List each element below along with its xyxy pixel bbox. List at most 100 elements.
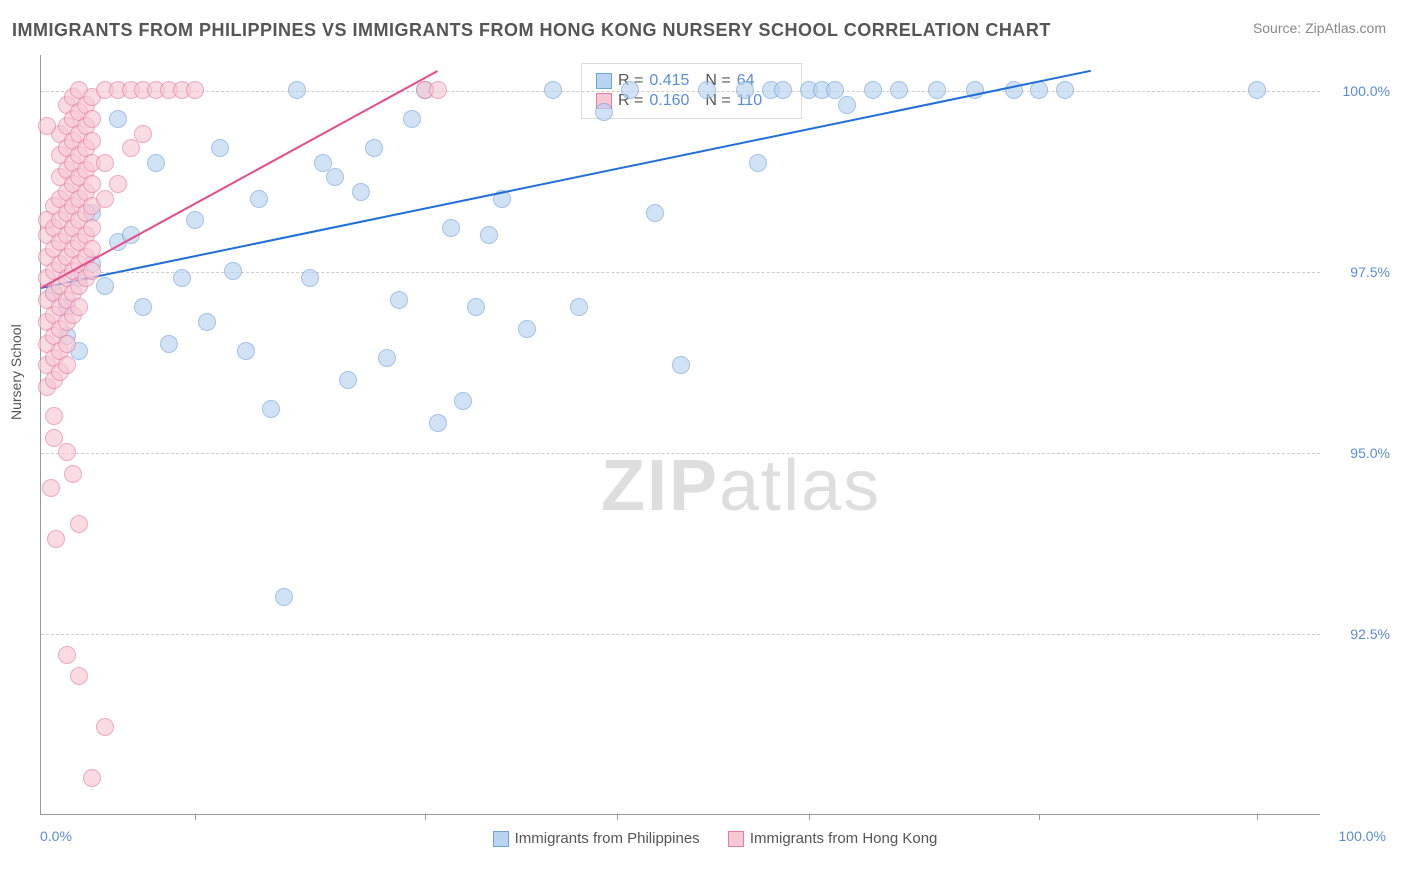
data-point bbox=[109, 175, 127, 193]
data-point bbox=[96, 154, 114, 172]
data-point bbox=[774, 81, 792, 99]
gridline bbox=[41, 91, 1320, 92]
data-point bbox=[70, 298, 88, 316]
legend-swatch-2 bbox=[728, 831, 744, 847]
trend-line bbox=[41, 69, 1091, 288]
legend-label-1: Immigrants from Philippines bbox=[515, 830, 700, 847]
data-point bbox=[429, 414, 447, 432]
data-point bbox=[339, 371, 357, 389]
data-point bbox=[83, 769, 101, 787]
data-point bbox=[429, 81, 447, 99]
data-point bbox=[262, 400, 280, 418]
data-point bbox=[96, 277, 114, 295]
data-point bbox=[621, 81, 639, 99]
gridline bbox=[41, 634, 1320, 635]
data-point bbox=[83, 262, 101, 280]
data-point bbox=[749, 154, 767, 172]
data-point bbox=[275, 588, 293, 606]
data-point bbox=[224, 262, 242, 280]
y-axis-label: Nursery School bbox=[8, 324, 24, 420]
chart-title: IMMIGRANTS FROM PHILIPPINES VS IMMIGRANT… bbox=[12, 20, 1051, 41]
y-tick-label: 100.0% bbox=[1343, 83, 1390, 99]
data-point bbox=[736, 81, 754, 99]
data-point bbox=[352, 183, 370, 201]
data-point bbox=[288, 81, 306, 99]
swatch-series-1 bbox=[596, 73, 612, 89]
data-point bbox=[83, 132, 101, 150]
data-point bbox=[122, 139, 140, 157]
data-point bbox=[186, 81, 204, 99]
data-point bbox=[58, 335, 76, 353]
data-point bbox=[134, 298, 152, 316]
data-point bbox=[826, 81, 844, 99]
data-point bbox=[237, 342, 255, 360]
source-attribution: Source: ZipAtlas.com bbox=[1253, 20, 1386, 36]
data-point bbox=[147, 154, 165, 172]
data-point bbox=[96, 190, 114, 208]
y-tick-label: 95.0% bbox=[1350, 445, 1390, 461]
gridline bbox=[41, 453, 1320, 454]
r-value-2: 0.160 bbox=[649, 92, 699, 110]
legend-label-2: Immigrants from Hong Kong bbox=[750, 830, 938, 847]
data-point bbox=[42, 479, 60, 497]
x-tick bbox=[617, 814, 618, 820]
data-point bbox=[378, 349, 396, 367]
y-tick-label: 92.5% bbox=[1350, 626, 1390, 642]
data-point bbox=[58, 646, 76, 664]
data-point bbox=[58, 356, 76, 374]
y-tick-label: 97.5% bbox=[1350, 264, 1390, 280]
data-point bbox=[45, 407, 63, 425]
data-point bbox=[109, 110, 127, 128]
data-point bbox=[47, 530, 65, 548]
data-point bbox=[211, 139, 229, 157]
data-point bbox=[365, 139, 383, 157]
data-point bbox=[58, 443, 76, 461]
x-axis-legend: Immigrants from Philippines Immigrants f… bbox=[0, 830, 1406, 847]
x-tick bbox=[195, 814, 196, 820]
data-point bbox=[390, 291, 408, 309]
data-point bbox=[890, 81, 908, 99]
data-point bbox=[83, 219, 101, 237]
data-point bbox=[250, 190, 268, 208]
data-point bbox=[160, 335, 178, 353]
data-point bbox=[64, 465, 82, 483]
data-point bbox=[186, 211, 204, 229]
chart-plot-area: ZIPatlas R =0.415 N =64 R =0.160 N =110 … bbox=[40, 55, 1320, 815]
data-point bbox=[173, 269, 191, 287]
data-point bbox=[83, 110, 101, 128]
data-point bbox=[70, 515, 88, 533]
data-point bbox=[544, 81, 562, 99]
data-point bbox=[646, 204, 664, 222]
data-point bbox=[83, 175, 101, 193]
data-point bbox=[314, 154, 332, 172]
data-point bbox=[442, 219, 460, 237]
data-point bbox=[38, 117, 56, 135]
data-point bbox=[198, 313, 216, 331]
x-tick bbox=[809, 814, 810, 820]
data-point bbox=[518, 320, 536, 338]
data-point bbox=[1248, 81, 1266, 99]
data-point bbox=[672, 356, 690, 374]
data-point bbox=[96, 718, 114, 736]
data-point bbox=[467, 298, 485, 316]
data-point bbox=[1056, 81, 1074, 99]
x-tick bbox=[1039, 814, 1040, 820]
data-point bbox=[70, 667, 88, 685]
data-point bbox=[454, 392, 472, 410]
data-point bbox=[480, 226, 498, 244]
r-value-1: 0.415 bbox=[649, 72, 699, 90]
data-point bbox=[45, 429, 63, 447]
trend-line bbox=[41, 70, 439, 289]
data-point bbox=[570, 298, 588, 316]
data-point bbox=[326, 168, 344, 186]
x-tick bbox=[425, 814, 426, 820]
data-point bbox=[698, 81, 716, 99]
x-tick bbox=[1257, 814, 1258, 820]
data-point bbox=[838, 96, 856, 114]
data-point bbox=[1030, 81, 1048, 99]
watermark: ZIPatlas bbox=[601, 445, 881, 527]
legend-swatch-1 bbox=[493, 831, 509, 847]
data-point bbox=[403, 110, 421, 128]
data-point bbox=[864, 81, 882, 99]
data-point bbox=[134, 125, 152, 143]
